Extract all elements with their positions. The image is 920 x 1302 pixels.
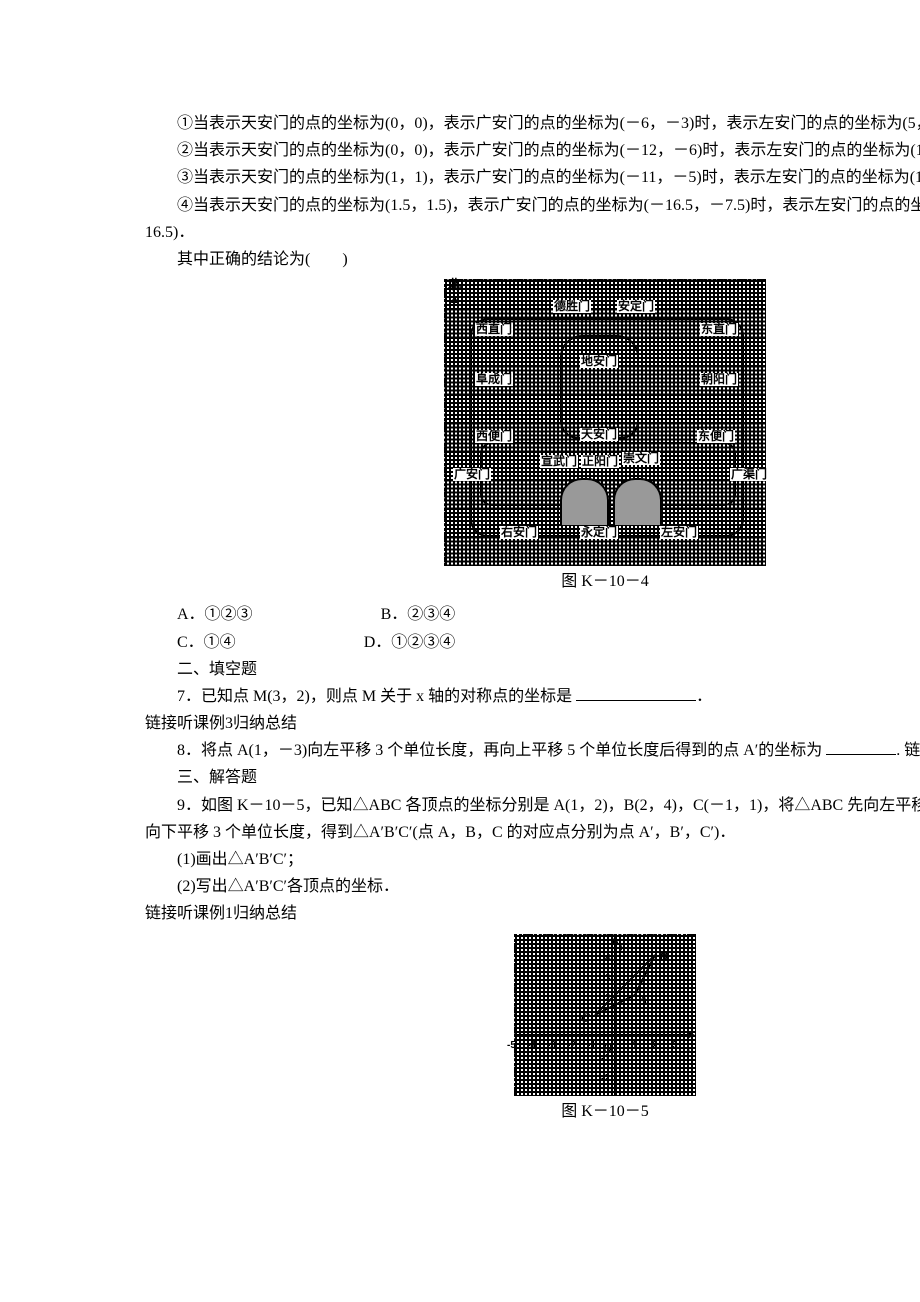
vertex-b-label: B [659,945,668,967]
gate-label: 宣武门 [540,455,578,468]
gate-label: 永定门 [580,526,618,539]
q9-part1: (1)画出△A′B′C′； [145,846,920,873]
q6-stmt3: ③当表示天安门的点的坐标为(1，1)，表示广安门的点的坐标为(－11，－5)时，… [145,164,920,191]
gate-label: 安定门 [617,300,655,313]
x-tick: 1 [632,1037,638,1054]
y-tick: -1 [601,1050,610,1067]
gate-label: 德胜门 [553,300,591,313]
gate-label: 东便门 [697,430,735,443]
north-text: 北 [448,277,461,292]
x-tick: -5 [507,1037,516,1054]
q9-stem: 9．如图 K－10－5，已知△ABC 各顶点的坐标分别是 A(1，2)，B(2，… [145,792,920,846]
gate-label: 广安门 [453,468,491,481]
shaded-right [613,478,662,525]
x-tick: -1 [587,1037,596,1054]
q6-stmt1: ①当表示天安门的点的坐标为(0，0)，表示广安门的点的坐标为(－6，－3)时，表… [145,110,920,137]
figure-k-10-4-caption: 图 K－10－4 [145,568,920,595]
figure-k-10-5: ABCyxO-5-4-3-2-1123234-1-2 [145,934,920,1096]
coordinate-grid: ABCyxO-5-4-3-2-1123234-1-2 [514,934,696,1096]
north-indicator: 北 ▲ [448,278,461,307]
gate-label: 广渠门 [730,468,768,481]
gate-label: 西便门 [475,430,513,443]
x-tick: 3 [672,1037,678,1054]
x-tick: -4 [527,1037,536,1054]
gate-label: 左安门 [660,526,698,539]
shaded-left [560,478,609,525]
x-axis-label: x [685,1038,692,1060]
q9-part2: (2)写出△A′B′C′各顶点的坐标． [145,873,920,900]
q6-opt-b: B．②③④ [381,606,456,623]
y-tick: -2 [601,1070,610,1087]
link-note-3: 链接听课例3归纳总结 [145,710,920,737]
vertex-a-label: A [639,989,648,1011]
q6-stmt4: ④当表示天安门的点的坐标为(1.5，1.5)，表示广安门的点的坐标为(－16.5… [145,192,920,246]
gate-label: 崇文门 [622,452,660,465]
x-tick: -3 [547,1037,556,1054]
q6-opt-c: C．①④ [177,634,236,651]
q6-options-row1: A．①②③ B．②③④ [145,601,920,628]
q8-text: 8．将点 A(1，－3)向左平移 3 个单位长度，再向上平移 5 个单位长度后得… [177,742,822,759]
section2-heading: 二、填空题 [145,656,920,683]
q6-stmt2: ②当表示天安门的点的坐标为(0，0)，表示广安门的点的坐标为(－12，－6)时，… [145,137,920,164]
q6-opt-d: D．①②③④ [364,634,456,651]
x-tick: -2 [567,1037,576,1054]
gate-label: 东直门 [700,323,738,336]
gate-label: 西直门 [475,323,513,336]
gate-label: 朝阳门 [700,373,738,386]
section3-heading: 三、解答题 [145,764,920,791]
q7: 7．已知点 M(3，2)，则点 M 关于 x 轴的对称点的坐标是 ． [145,683,920,710]
q8-blank [826,740,896,755]
y-axis-label: y [619,935,625,957]
q7-text: 7．已知点 M(3，2)，则点 M 关于 x 轴的对称点的坐标是 [177,688,572,705]
q6-opt-a: A．①②③ [177,606,253,623]
north-arrow-icon: ▲ [448,291,461,306]
y-tick: 3 [605,970,611,987]
q8-link: 链接听课例1归纳总结 [904,742,920,759]
link-note-1: 链接听课例1归纳总结 [145,900,920,927]
gate-label: 地安门 [580,355,618,368]
map-grid: 北 ▲ 德胜门 安定门西直门 东直门阜成门 地安门朝阳门西便门 天安门 东便门宣武门正阳门… [444,279,766,566]
q8: 8．将点 A(1，－3)向左平移 3 个单位长度，再向上平移 5 个单位长度后得… [145,737,920,764]
figure-k-10-4: 北 ▲ 德胜门 安定门西直门 东直门阜成门 地安门朝阳门西便门 天安门 东便门宣武门正阳门… [145,279,920,566]
gate-label: 天安门 [580,428,618,441]
y-tick: 2 [605,990,611,1007]
q7-blank [576,685,696,700]
figure-k-10-5-caption: 图 K－10－5 [145,1098,920,1125]
q6-prompt: 其中正确的结论为( ) [145,246,920,273]
y-tick: 4 [605,950,611,967]
x-tick: 2 [652,1037,658,1054]
vertex-c-label: C [581,1007,590,1029]
q6-options-row2: C．①④ D．①②③④ [145,629,920,656]
gate-label: 右安门 [500,526,538,539]
wall-inner-center [560,335,639,439]
gate-label: 正阳门 [581,455,619,468]
gate-label: 阜成门 [475,373,513,386]
q7-tail: ． [696,688,712,705]
